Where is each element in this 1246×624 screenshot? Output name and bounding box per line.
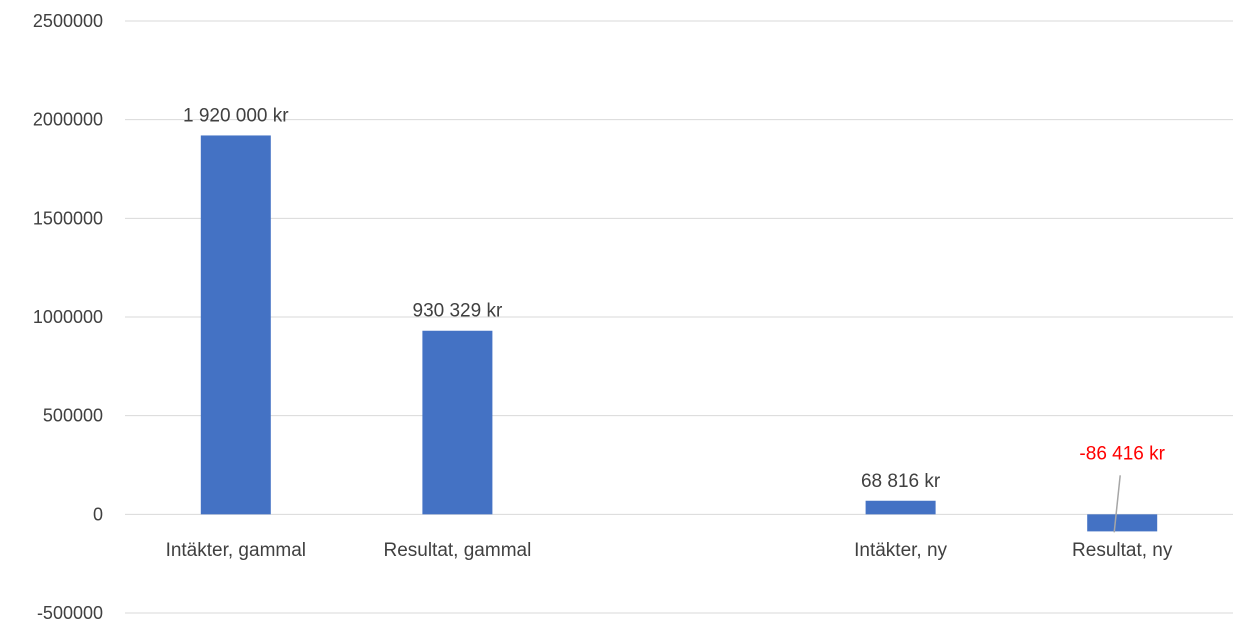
category-label: Intäkter, ny: [854, 540, 947, 561]
y-tick-label: 1500000: [33, 208, 103, 228]
gridlines: [125, 20, 1233, 614]
y-tick-label: 2000000: [33, 110, 103, 130]
bar: [422, 330, 493, 515]
bar: [865, 500, 936, 515]
data-label: 1 920 000 kr: [183, 105, 289, 126]
data-label: 930 329 kr: [413, 301, 503, 322]
y-tick-label: 2500000: [33, 11, 103, 31]
data-label: -86 416 kr: [1079, 443, 1165, 464]
bar: [200, 135, 271, 515]
data-labels: 1 920 000 kr 930 329 kr 68 816 kr -86 416 k…: [183, 105, 1166, 533]
category-label: Resultat, gammal: [383, 540, 531, 561]
category-labels: Intäkter, gammal Resultat, gammal Intäkter…: [166, 540, 1173, 561]
y-tick-label: 1000000: [33, 307, 103, 327]
bar: [1087, 514, 1158, 532]
y-axis-tick-labels: 2500000 2000000 1500000 1000000 500000 0 -5000…: [33, 11, 103, 623]
y-tick-label: 0: [93, 504, 103, 524]
data-label: 68 816 kr: [861, 471, 941, 492]
bars: [200, 135, 1158, 532]
y-tick-label: -500000: [37, 603, 103, 623]
y-tick-label: 500000: [43, 406, 103, 426]
category-label: Resultat, ny: [1072, 540, 1173, 561]
leader-line: [1113, 475, 1121, 533]
category-label: Intäkter, gammal: [166, 540, 306, 561]
